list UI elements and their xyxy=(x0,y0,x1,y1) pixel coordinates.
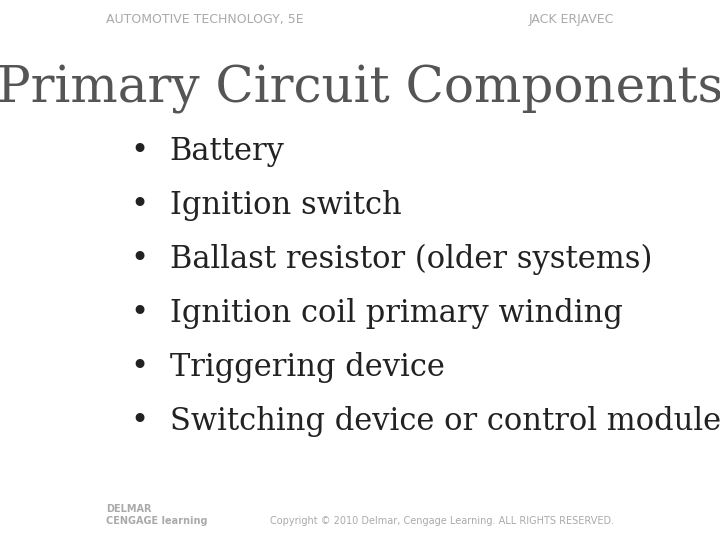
Text: DELMAR
CENGAGE learning: DELMAR CENGAGE learning xyxy=(106,504,207,526)
Text: •: • xyxy=(130,298,148,329)
Text: Switching device or control module: Switching device or control module xyxy=(170,406,720,437)
Text: •: • xyxy=(130,136,148,167)
Text: Primary Circuit Components: Primary Circuit Components xyxy=(0,65,720,114)
Text: Triggering device: Triggering device xyxy=(170,352,444,383)
Text: Ignition coil primary winding: Ignition coil primary winding xyxy=(170,298,623,329)
Text: •: • xyxy=(130,190,148,221)
Text: •: • xyxy=(130,352,148,383)
Text: Copyright © 2010 Delmar, Cengage Learning. ALL RIGHTS RESERVED.: Copyright © 2010 Delmar, Cengage Learnin… xyxy=(270,516,614,526)
Text: Ballast resistor (older systems): Ballast resistor (older systems) xyxy=(170,244,652,275)
Text: •: • xyxy=(130,244,148,275)
Text: Battery: Battery xyxy=(170,136,284,167)
Text: JACK ERJAVEC: JACK ERJAVEC xyxy=(528,14,614,26)
Text: AUTOMOTIVE TECHNOLOGY, 5E: AUTOMOTIVE TECHNOLOGY, 5E xyxy=(106,14,304,26)
Text: •: • xyxy=(130,406,148,437)
Text: Ignition switch: Ignition switch xyxy=(170,190,401,221)
